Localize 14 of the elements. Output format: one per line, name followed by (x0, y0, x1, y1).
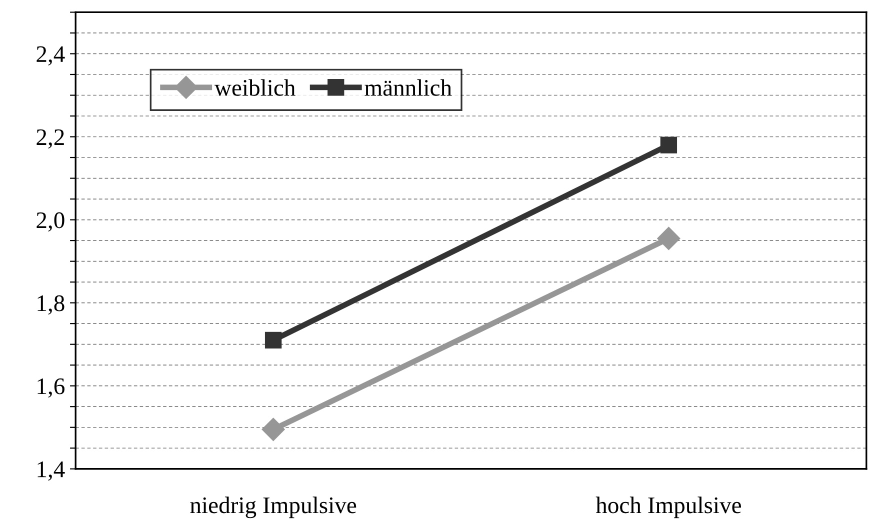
point (660, 136, 678, 154)
y-tick-label: 2,2 (36, 129, 64, 149)
y-tick-label: 1,8 (38, 295, 64, 315)
y-tick-label: 1,4 (38, 461, 65, 481)
legend-label: männlich (364, 79, 452, 96)
x-tick-label: hoch Impulsive (596, 496, 741, 518)
x-tick-label: niedrig Impulsive (190, 496, 356, 518)
point (657, 226, 680, 250)
y-tick-label: 2,4 (36, 46, 65, 66)
y-tick-label: 1,6 (38, 378, 64, 398)
point (264, 332, 282, 349)
point (262, 418, 285, 441)
y-tick-label: 2,0 (36, 212, 64, 232)
legend-label: weiblich (214, 79, 296, 96)
